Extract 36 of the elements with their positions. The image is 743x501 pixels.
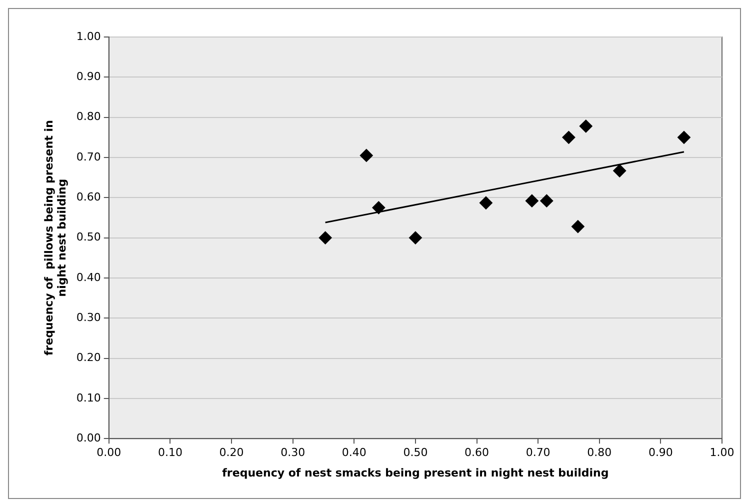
- point: [562, 130, 576, 144]
- x-tick-label: 0.60: [464, 446, 490, 460]
- x-tick-label: 0.30: [280, 446, 306, 460]
- x-tick-label: 0.80: [587, 446, 612, 460]
- x-tick-label: 0.70: [526, 446, 550, 460]
- y-tick-label: 0.30: [76, 310, 101, 324]
- point: [579, 120, 592, 133]
- point: [318, 231, 332, 244]
- y-tick-label: 0.90: [76, 70, 101, 84]
- point: [408, 231, 422, 244]
- point: [479, 196, 492, 210]
- y-tick-label: 1.00: [76, 30, 101, 43]
- point: [525, 194, 538, 208]
- x-tick-label: 1.00: [710, 446, 734, 460]
- point: [540, 194, 554, 208]
- point: [571, 220, 584, 234]
- x-tick-label: 0.40: [342, 446, 366, 460]
- x-tick-label: 0.00: [96, 446, 122, 460]
- y-axis-title: frequency of pillows being present in night nest building: [42, 120, 69, 356]
- y-tick-label: 0.00: [76, 431, 101, 444]
- x-tick-label: 0.20: [219, 446, 244, 460]
- y-tick-label: 0.40: [76, 270, 101, 284]
- point: [677, 130, 690, 144]
- y-tick-label: 0.50: [76, 230, 101, 244]
- point: [372, 201, 386, 214]
- y-tick-label: 0.70: [76, 150, 101, 164]
- y-tick-label: 0.80: [76, 110, 101, 124]
- x-tick-label: 0.10: [158, 446, 182, 460]
- point: [613, 164, 626, 178]
- x-axis-title: frequency of nest smacks being present in night nest building: [222, 466, 609, 480]
- x-tick-label: 0.90: [648, 446, 673, 460]
- y-tick-label: 0.20: [76, 351, 101, 364]
- point: [360, 148, 373, 162]
- y-tick-label: 0.10: [76, 391, 101, 404]
- x-tick-label: 0.50: [403, 446, 428, 460]
- y-tick-label: 0.60: [76, 190, 101, 204]
